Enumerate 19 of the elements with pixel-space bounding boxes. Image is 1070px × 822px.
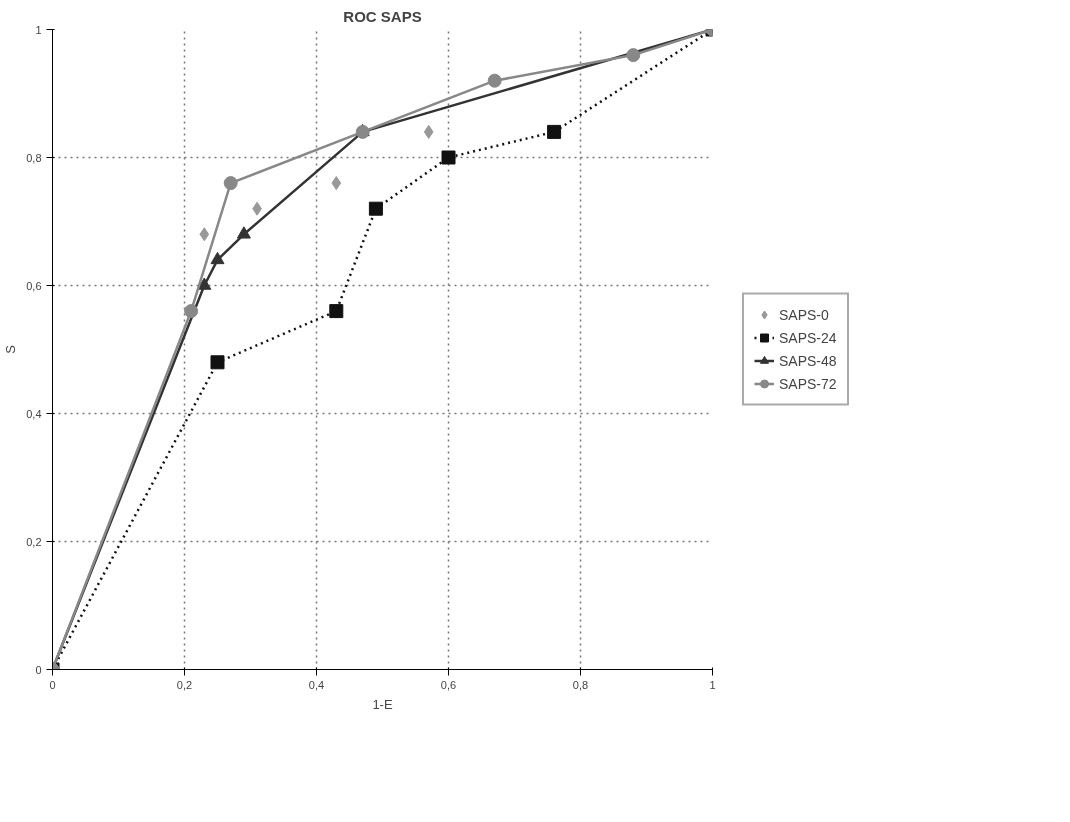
y-tick-label: 0,8 bbox=[26, 151, 42, 164]
x-tick-label: 0,2 bbox=[176, 678, 193, 691]
x-tick-label: 0,6 bbox=[440, 678, 457, 691]
x-tick-label: 0,4 bbox=[308, 678, 325, 691]
y-tick-label: 0 bbox=[35, 663, 42, 676]
x-tick-label: 1 bbox=[709, 678, 716, 691]
y-tick-label: 0,2 bbox=[26, 535, 42, 548]
x-tick-label: 0 bbox=[49, 678, 56, 691]
legend-label: SAPS-48 bbox=[779, 352, 837, 369]
y-tick-label: 0,6 bbox=[26, 279, 42, 292]
y-axis-title: S bbox=[3, 344, 19, 354]
legend-label: SAPS-0 bbox=[779, 306, 829, 323]
x-tick-label: 0,8 bbox=[572, 678, 589, 691]
legend-label: SAPS-24 bbox=[779, 329, 837, 346]
y-tick-label: 0,4 bbox=[26, 407, 42, 420]
y-tick-label: 1 bbox=[35, 23, 42, 36]
x-axis-title: 1-E bbox=[372, 696, 393, 712]
legend-label: SAPS-72 bbox=[779, 375, 837, 392]
chart-title: ROC SAPS bbox=[343, 7, 422, 25]
